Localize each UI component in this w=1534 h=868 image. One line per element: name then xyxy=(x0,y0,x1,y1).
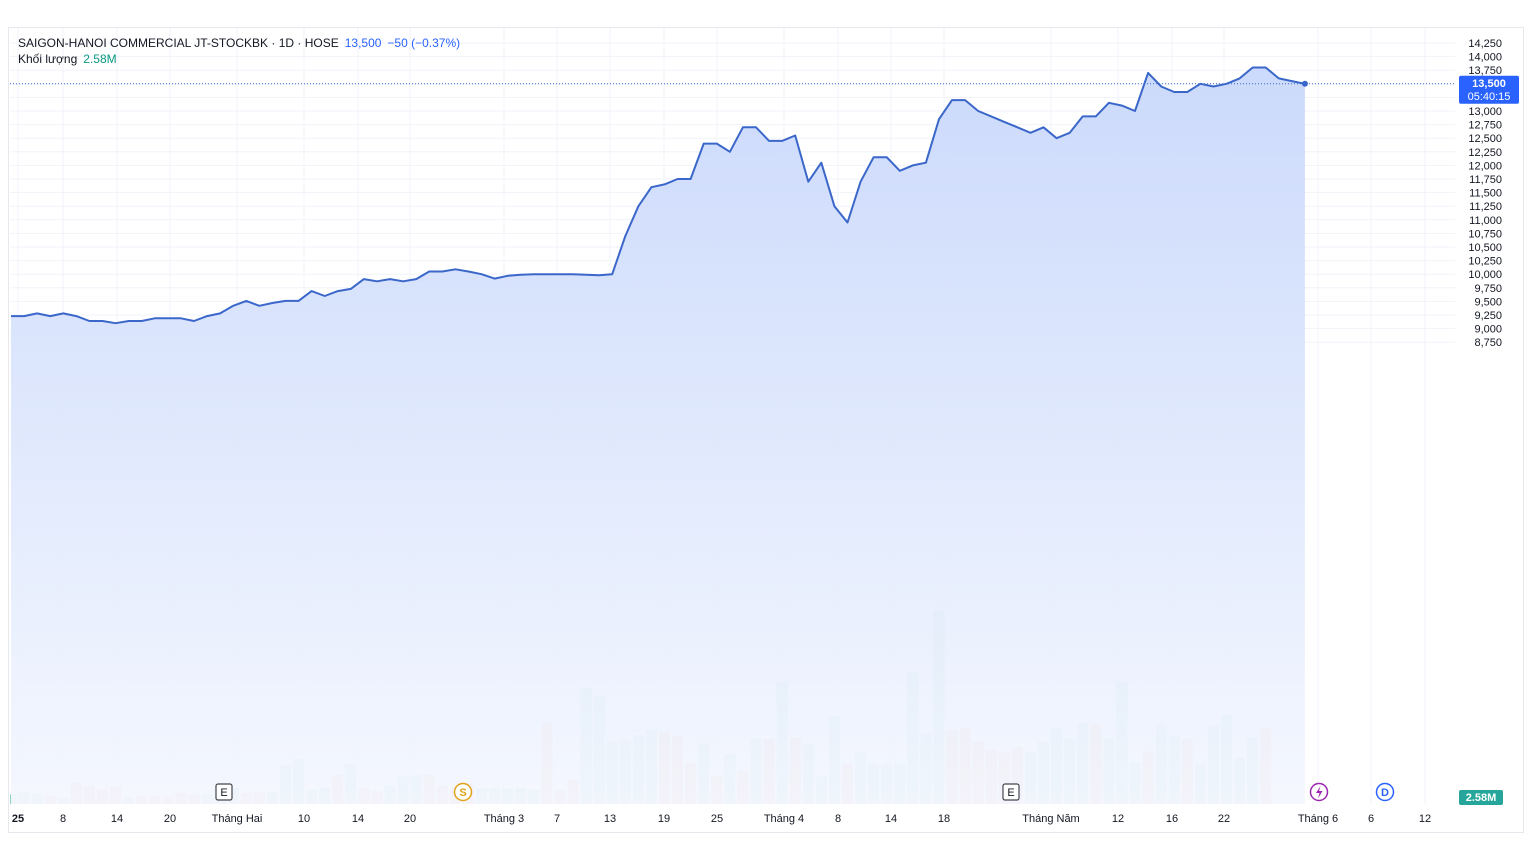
price-tick-label: 12,250 xyxy=(1468,147,1502,159)
dividend-marker[interactable]: D xyxy=(1381,787,1389,799)
time-tick-label: 7 xyxy=(554,813,560,825)
time-tick-label: 14 xyxy=(111,813,123,825)
time-tick-label: 8 xyxy=(60,813,66,825)
price-tick-label: 11,500 xyxy=(1469,188,1502,200)
price-tick-label: 12,500 xyxy=(1468,133,1502,145)
countdown-label: 05:40:15 xyxy=(1468,91,1511,103)
price-tick-label: 12,750 xyxy=(1468,120,1502,132)
legend-title-row: SAIGON-HANOI COMMERCIAL JT-STOCKBK · 1D … xyxy=(18,35,460,51)
time-tick-label: 20 xyxy=(404,813,416,825)
time-tick-label: 13 xyxy=(604,813,616,825)
earnings-marker-1[interactable]: E xyxy=(220,787,227,799)
price-tick-label: 11,750 xyxy=(1469,174,1502,186)
time-axis[interactable]: 25 8 14 20 Tháng Hai 10 14 20 Tháng 3 7 13 19 25 Thán… xyxy=(12,813,1431,825)
price-tick-label: 13,000 xyxy=(1468,106,1502,118)
time-tick-label: 25 xyxy=(12,813,24,825)
current-price-label: 13,500 xyxy=(1472,78,1506,90)
price-tick-label: 14,250 xyxy=(1468,38,1502,50)
symbol-title[interactable]: SAIGON-HANOI COMMERCIAL JT-STOCKBK · 1D … xyxy=(18,36,339,50)
area-layer xyxy=(10,66,1455,804)
time-tick-label: 14 xyxy=(352,813,364,825)
price-tick-label: 9,000 xyxy=(1474,324,1502,336)
price-tick-label: 13,750 xyxy=(1468,65,1502,77)
price-tick-label: 10,250 xyxy=(1468,256,1502,268)
price-tick-label: 9,500 xyxy=(1474,296,1502,308)
legend-change: −50 (−0.37%) xyxy=(387,36,461,50)
split-marker-circle[interactable] xyxy=(453,782,473,802)
time-tick-label: Tháng Hai xyxy=(212,813,263,825)
price-tick-label: 10,000 xyxy=(1468,269,1502,281)
price-line[interactable] xyxy=(11,66,1306,325)
price-tick-label: 9,750 xyxy=(1474,283,1502,295)
time-tick-label: 22 xyxy=(1218,813,1230,825)
time-tick-label: 8 xyxy=(835,813,841,825)
time-tick-label: Tháng 4 xyxy=(764,813,804,825)
legend-price: 13,500 xyxy=(344,36,382,50)
last-price-dot xyxy=(1301,80,1308,87)
earnings-marker-1-box[interactable] xyxy=(215,783,233,801)
volume-tag xyxy=(1459,790,1503,805)
time-tick-label: 14 xyxy=(885,813,897,825)
time-tick-label: 10 xyxy=(298,813,310,825)
lightning-icon[interactable] xyxy=(1316,786,1323,799)
time-tick-label: Tháng Năm xyxy=(1022,813,1079,825)
time-tick-label: Tháng 6 xyxy=(1298,813,1338,825)
price-tick-label: 11,000 xyxy=(1469,215,1502,227)
volume-tag-label: 2.58M xyxy=(1466,792,1497,804)
time-tick-label: 18 xyxy=(938,813,950,825)
chart-legend: SAIGON-HANOI COMMERCIAL JT-STOCKBK · 1D … xyxy=(18,35,460,67)
time-tick-label: 20 xyxy=(164,813,176,825)
price-tick-label: 11,250 xyxy=(1469,201,1502,213)
time-tick-label: 19 xyxy=(658,813,670,825)
chart-frame[interactable] xyxy=(8,27,1524,833)
time-tick-label: 25 xyxy=(711,813,723,825)
time-tick-label: 6 xyxy=(1368,813,1374,825)
time-tick-label: 16 xyxy=(1166,813,1178,825)
earnings-marker-2-box[interactable] xyxy=(1002,783,1020,801)
price-axis[interactable]: 14,25014,00013,75013,50013,25013,00012,7… xyxy=(1459,38,1519,805)
price-tick-label: 14,000 xyxy=(1468,52,1502,64)
price-tick-label: 10,500 xyxy=(1468,242,1502,254)
time-tick-label: Tháng 3 xyxy=(484,813,524,825)
price-tick-label: 12,000 xyxy=(1468,160,1502,172)
current-price-tag xyxy=(1459,75,1519,104)
volume-label[interactable]: Khối lượng xyxy=(18,52,78,66)
split-marker[interactable]: S xyxy=(459,787,466,799)
legend-volume-row: Khối lượng 2.58M xyxy=(18,51,460,67)
time-tick-label: 12 xyxy=(1419,813,1431,825)
price-tick-label: 8,750 xyxy=(1474,337,1502,349)
price-tick-label: 9,250 xyxy=(1474,310,1502,322)
volume-value: 2.58M xyxy=(83,52,117,66)
dividend-marker-circle[interactable] xyxy=(1375,782,1395,802)
price-area-fill xyxy=(11,67,1305,804)
price-tick-label: 10,750 xyxy=(1468,228,1502,240)
time-tick-label: 12 xyxy=(1112,813,1124,825)
earnings-marker-2[interactable]: E xyxy=(1007,787,1014,799)
